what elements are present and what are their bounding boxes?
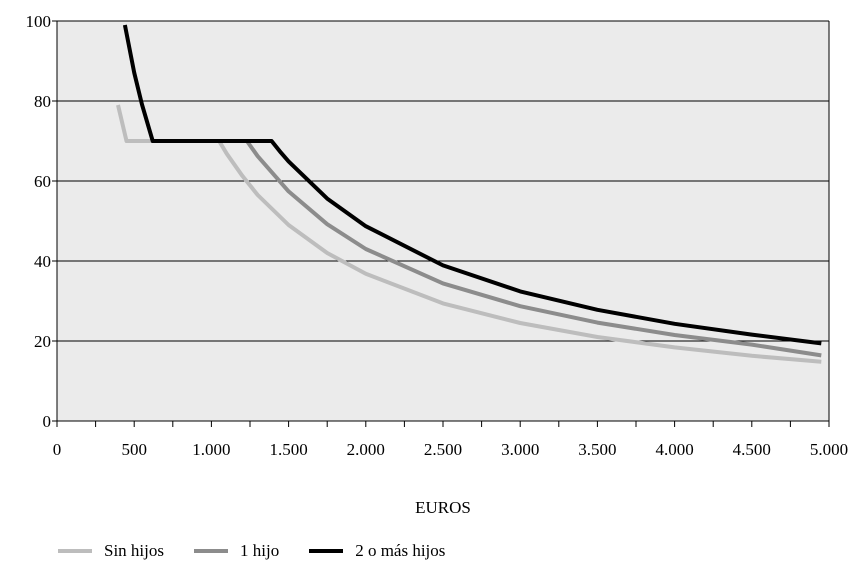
x-tick-label: 1.000 bbox=[192, 440, 230, 459]
x-tick-label: 2.000 bbox=[347, 440, 385, 459]
series-line-3 bbox=[122, 24, 822, 346]
y-tick-label: 0 bbox=[43, 412, 52, 431]
x-tick-label: 3.500 bbox=[578, 440, 616, 459]
grid-lines bbox=[57, 20, 829, 342]
plot-area bbox=[57, 21, 829, 421]
axes: 0 20 40 60 80 100 0 500 1.000 1.500 2.000 2.500 3.00… bbox=[26, 12, 849, 459]
y-tick-label: 100 bbox=[26, 12, 52, 31]
legend-label: 1 hijo bbox=[240, 541, 280, 560]
series-line-2 bbox=[245, 139, 822, 358]
x-tick-label: 500 bbox=[121, 440, 147, 459]
y-tick-label: 60 bbox=[34, 172, 51, 191]
x-tick-label: 1.500 bbox=[269, 440, 307, 459]
series-layer bbox=[116, 24, 822, 364]
y-tick-label: 40 bbox=[34, 252, 51, 271]
legend-label: 2 o más hijos bbox=[355, 541, 446, 560]
x-tick-label: 4.000 bbox=[655, 440, 693, 459]
legend-label: Sin hijos bbox=[104, 541, 164, 560]
x-tick-label: 2.500 bbox=[424, 440, 462, 459]
legend-swatch bbox=[194, 549, 228, 553]
series-line-1 bbox=[116, 104, 822, 364]
x-tick-label: 3.000 bbox=[501, 440, 539, 459]
y-tick-label: 20 bbox=[34, 332, 51, 351]
legend-swatch bbox=[58, 549, 92, 553]
legend-item-1: Sin hijos bbox=[58, 541, 164, 561]
legend-item-3: 2 o más hijos bbox=[309, 541, 445, 561]
x-tick-label: 5.000 bbox=[810, 440, 848, 459]
legend-item-2: 1 hijo bbox=[194, 541, 279, 561]
x-tick-label: 4.500 bbox=[733, 440, 771, 459]
x-tick-label: 0 bbox=[53, 440, 62, 459]
y-tick-label: 80 bbox=[34, 92, 51, 111]
legend: Sin hijos 1 hijo 2 o más hijos bbox=[58, 540, 475, 562]
legend-swatch bbox=[309, 549, 344, 553]
x-axis-title: EUROS bbox=[415, 498, 471, 517]
line-chart: 0 20 40 60 80 100 0 500 1.000 1.500 2.000 2.500 3.00… bbox=[26, 12, 849, 517]
